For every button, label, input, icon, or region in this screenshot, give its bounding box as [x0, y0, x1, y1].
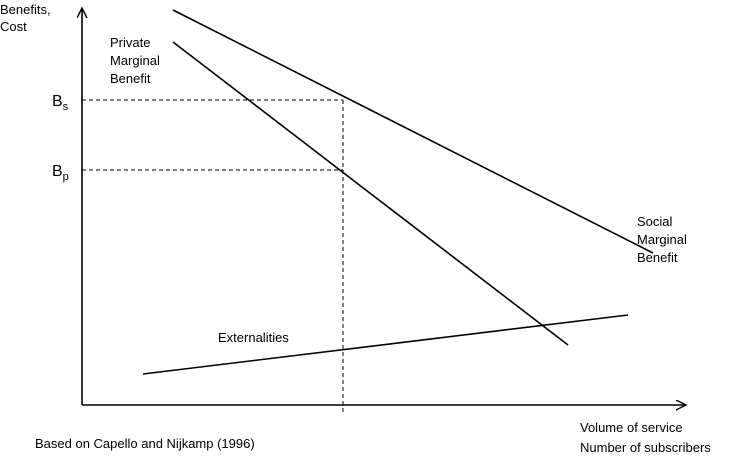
- social-label: Marginal: [637, 232, 687, 247]
- social-label: Social: [637, 214, 673, 229]
- y-axis-label: Cost: [0, 19, 27, 34]
- bp-main: B: [52, 163, 63, 180]
- y-axis-label: Benefits,: [0, 2, 51, 17]
- bs-main: B: [52, 93, 63, 110]
- source-note: Based on Capello and Nijkamp (1996): [35, 436, 255, 451]
- bp-sub: p: [63, 171, 69, 183]
- social-benefit-line: [172, 9, 654, 254]
- private-label: Benefit: [110, 71, 151, 86]
- bs-label: Bs: [52, 93, 69, 113]
- bs-sub: s: [63, 101, 69, 113]
- private-benefit-line: [172, 41, 569, 346]
- x-axis-label: Number of subscribers: [580, 440, 711, 455]
- externalities-label: Externalities: [218, 330, 289, 345]
- private-label: Private: [110, 35, 150, 50]
- x-axis-label: Volume of service: [580, 420, 683, 435]
- bp-label: Bp: [52, 163, 69, 183]
- externalities-line: [142, 314, 629, 375]
- social-label: Benefit: [637, 250, 678, 265]
- private-label: Marginal: [110, 53, 160, 68]
